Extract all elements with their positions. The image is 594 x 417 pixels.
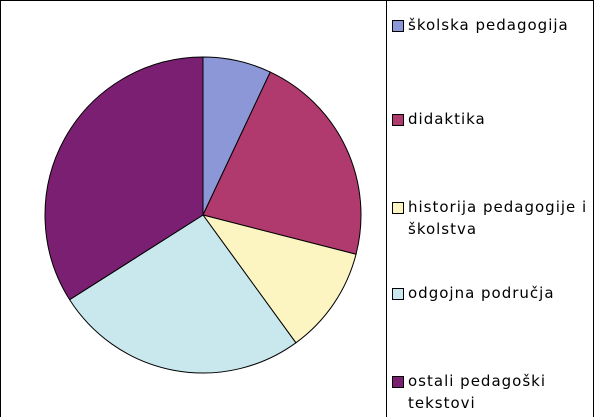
legend-item: ostali pedagoški tekstovi bbox=[392, 370, 588, 414]
legend-swatch bbox=[392, 288, 404, 300]
legend-item: odgojna područja bbox=[392, 282, 588, 304]
legend-label: ostali pedagoški tekstovi bbox=[408, 372, 546, 412]
pie-slice bbox=[68, 214, 297, 374]
legend-label: historija pedagogije i školstva bbox=[408, 198, 588, 238]
legend-item: školska pedagogija bbox=[392, 14, 588, 36]
pie-slice bbox=[202, 71, 362, 255]
legend-label: odgojna područja bbox=[408, 284, 555, 302]
pie-slice bbox=[201, 214, 357, 344]
pie-slice bbox=[44, 56, 204, 301]
legend-swatch bbox=[392, 202, 404, 214]
legend-label: didaktika bbox=[408, 110, 486, 128]
legend-item: historija pedagogije i školstva bbox=[392, 196, 588, 240]
legend-item: didaktika bbox=[392, 108, 588, 130]
legend-swatch bbox=[392, 376, 404, 388]
legend-swatch bbox=[392, 114, 404, 126]
legend-label: školska pedagogija bbox=[408, 16, 569, 34]
legend-swatch bbox=[392, 20, 404, 32]
